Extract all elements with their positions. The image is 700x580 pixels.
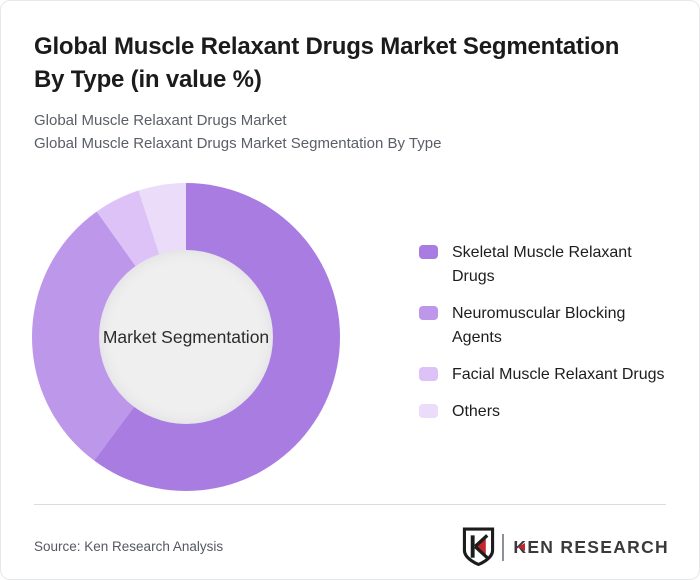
legend-label-skeletal: Skeletal Muscle Relaxant Drugs [452, 244, 632, 285]
donut-center-label: Market Segmentation [102, 326, 270, 347]
brand-name: KEN RESEARCH [513, 536, 669, 557]
legend-label-others: Others [452, 403, 501, 420]
footer-divider [34, 504, 666, 505]
legend-item-facial: Facial Muscle Relaxant Drugs [419, 363, 665, 387]
ken-research-shield-icon [463, 527, 495, 567]
legend-swatch-facial [419, 367, 438, 381]
chart-subtitle: Global Muscle Relaxant Drugs Market Glob… [34, 109, 441, 155]
legend-item-others: Others [419, 400, 665, 424]
legend-item-neuromuscular: Neuromuscular Blocking Agents [419, 302, 665, 350]
legend-swatch-skeletal [419, 245, 438, 259]
legend-swatch-others [419, 404, 438, 418]
source-note: Source: Ken Research Analysis [34, 539, 224, 554]
donut-chart: Market Segmentation [32, 183, 340, 491]
legend-swatch-neuromuscular [419, 306, 438, 320]
ken-research-logo: KEN RESEARCH [462, 527, 669, 567]
chart-subtitle-line2: Global Muscle Relaxant Drugs Market Segm… [34, 135, 442, 152]
chart-legend: Skeletal Muscle Relaxant Drugs Neuromusc… [419, 241, 665, 424]
chart-subtitle-line1: Global Muscle Relaxant Drugs Market [34, 112, 287, 129]
donut-center: Market Segmentation [99, 250, 273, 424]
legend-item-skeletal: Skeletal Muscle Relaxant Drugs [419, 241, 665, 289]
legend-label-facial: Facial Muscle Relaxant Drugs [452, 366, 665, 383]
page-title: Global Muscle Relaxant Drugs Market Segm… [34, 30, 674, 96]
page-title-line1: Global Muscle Relaxant Drugs Market Segm… [34, 33, 620, 60]
brand-k-red-triangle-icon [518, 543, 526, 551]
legend-label-neuromuscular: Neuromuscular Blocking Agents [452, 305, 626, 346]
logo-separator [502, 533, 505, 561]
page-title-line2: By Type (in value %) [34, 66, 262, 93]
